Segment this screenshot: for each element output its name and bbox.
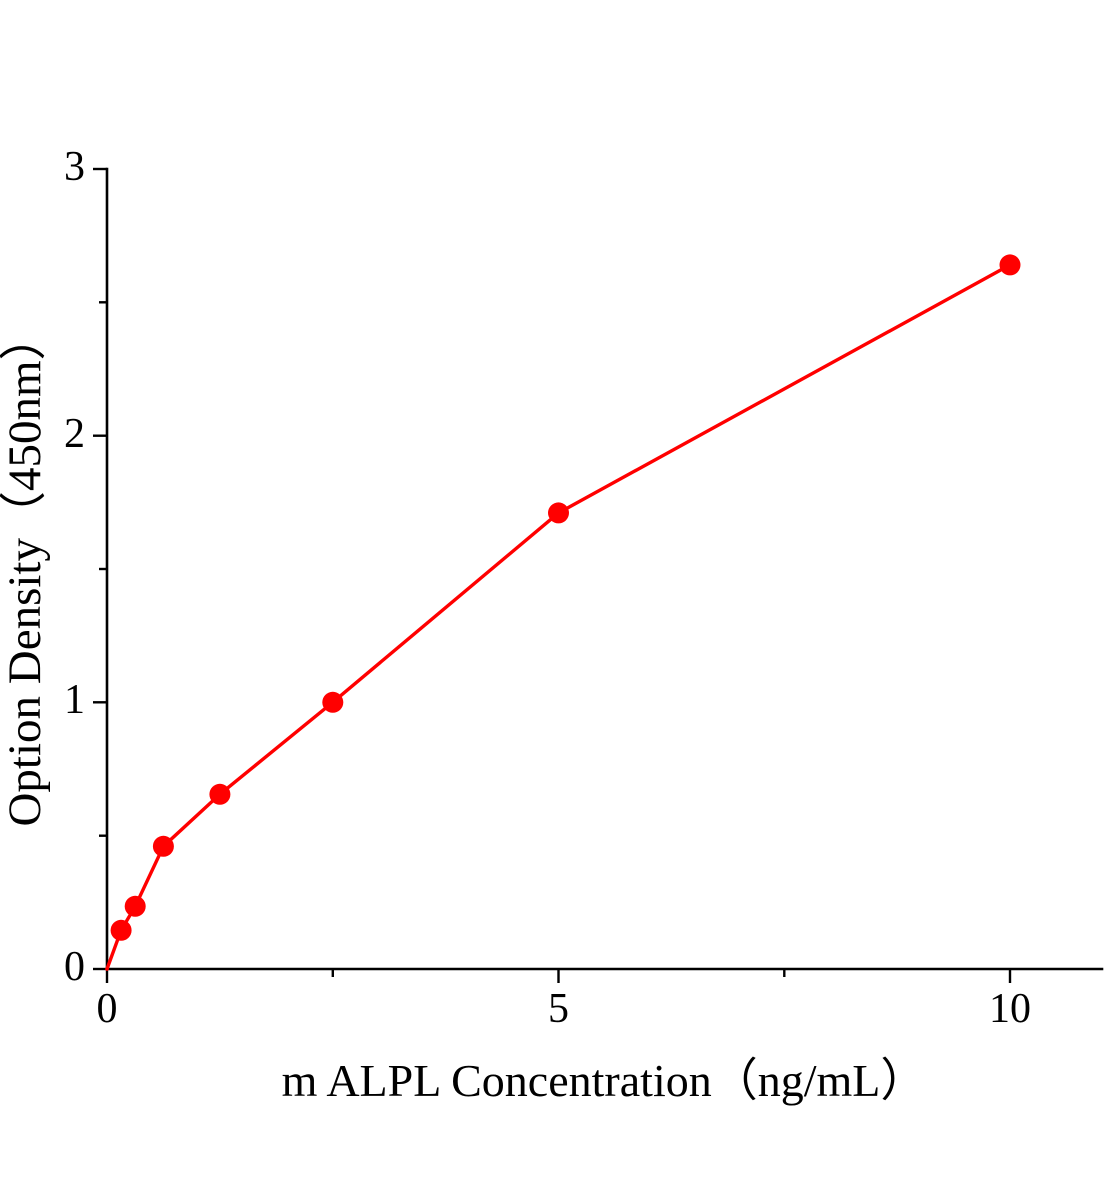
- svg-text:5: 5: [548, 986, 569, 1032]
- svg-text:m ALPL Concentration（ng/mL）: m ALPL Concentration（ng/mL）: [282, 1055, 927, 1106]
- svg-text:0: 0: [64, 944, 85, 990]
- svg-text:Option Density（450nm）: Option Density（450nm）: [0, 313, 51, 826]
- svg-text:10: 10: [989, 986, 1031, 1032]
- svg-text:1: 1: [64, 677, 85, 723]
- svg-text:3: 3: [64, 144, 85, 190]
- svg-text:2: 2: [64, 411, 85, 457]
- svg-text:0: 0: [97, 986, 118, 1032]
